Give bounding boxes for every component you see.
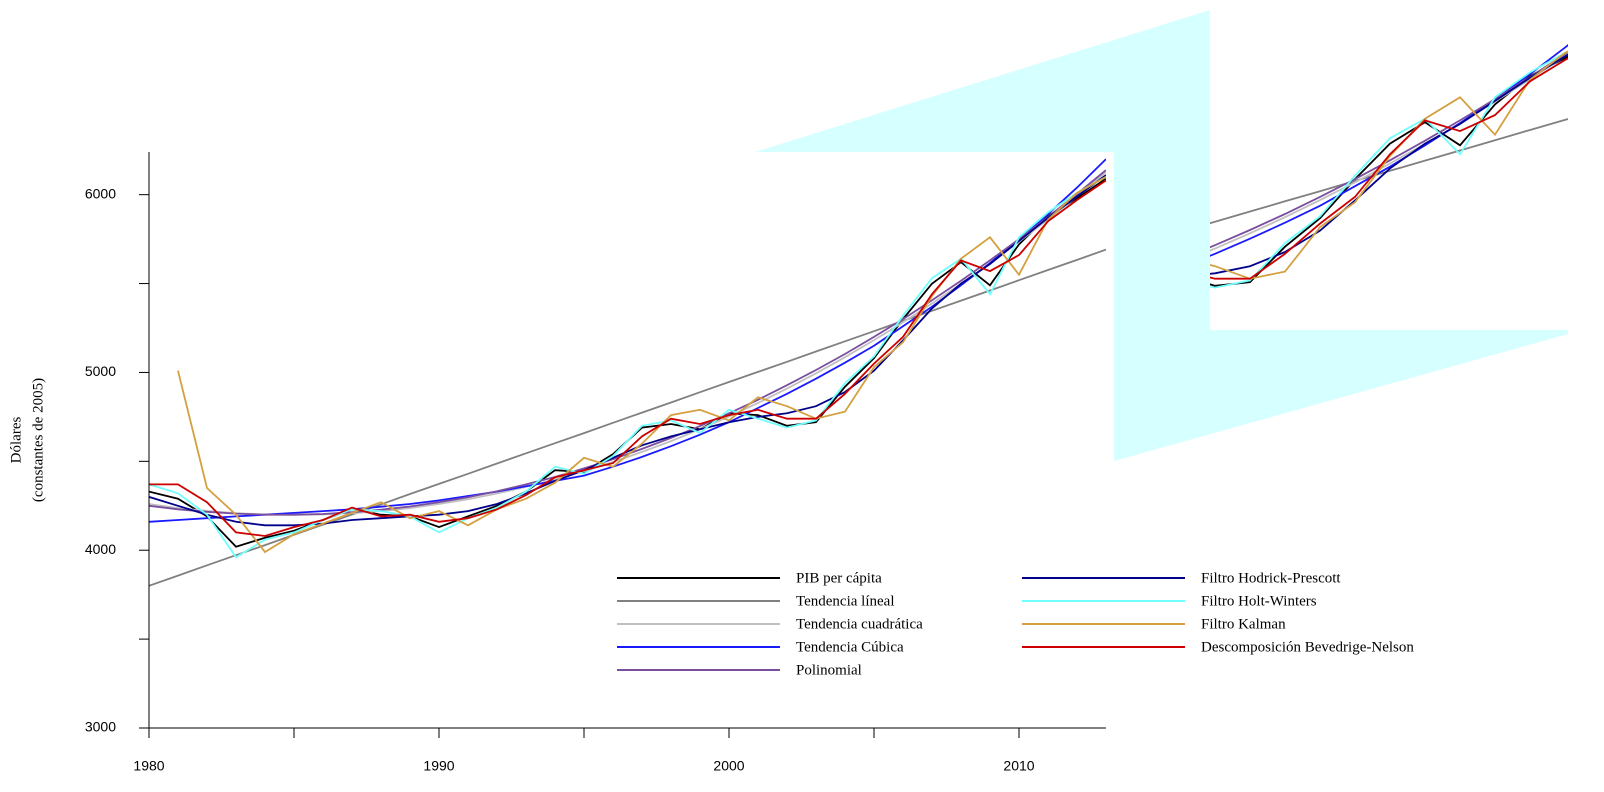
legend: PIB per cápita Tendencia líneal Tendencia … — [617, 570, 1414, 678]
x-tick-label: 1990 — [423, 758, 454, 774]
series-line — [149, 175, 1106, 525]
x-tick-label: 2000 — [713, 758, 744, 774]
legend-label: Polinomial — [796, 662, 862, 678]
axes: 3000 4000 5000 6000 1980 1990 2000 2010 Dólares (… — [8, 152, 1106, 774]
plot-area — [149, 159, 1106, 586]
chart: 3000 4000 5000 6000 1980 1990 2000 2010 Dólares (… — [0, 0, 1604, 792]
series-line — [149, 159, 1106, 522]
y-tick-label: 3000 — [85, 719, 116, 735]
series-line — [149, 179, 1106, 547]
series-line — [149, 177, 1106, 557]
legend-label: Filtro Hodrick-Prescott — [1201, 570, 1341, 586]
series-line — [149, 172, 1106, 515]
zoom-highlight — [755, 10, 1568, 461]
x-tick-label: 1980 — [133, 758, 164, 774]
legend-label: Descomposición Bevedrige-Nelson — [1201, 639, 1414, 655]
legend-label: Filtro Holt-Winters — [1201, 593, 1317, 609]
y-tick-label: 5000 — [85, 363, 116, 379]
series-line — [178, 177, 1106, 552]
x-tick-label: 2010 — [1003, 758, 1034, 774]
y-tick-label: 4000 — [85, 541, 116, 557]
series-line — [149, 180, 1106, 536]
series-line — [445, 110, 1600, 446]
legend-label: PIB per cápita — [796, 570, 882, 586]
legend-label: Tendencia líneal — [796, 593, 894, 609]
legend-label: Tendencia cuadrática — [796, 616, 923, 632]
legend-label: Tendencia Cúbica — [796, 639, 904, 655]
y-axis-label: (constantes de 2005) — [30, 378, 46, 502]
series-line — [149, 170, 1106, 515]
y-axis-label: Dólares — [8, 417, 24, 464]
legend-label: Filtro Kalman — [1201, 616, 1286, 632]
y-tick-label: 6000 — [85, 185, 116, 201]
